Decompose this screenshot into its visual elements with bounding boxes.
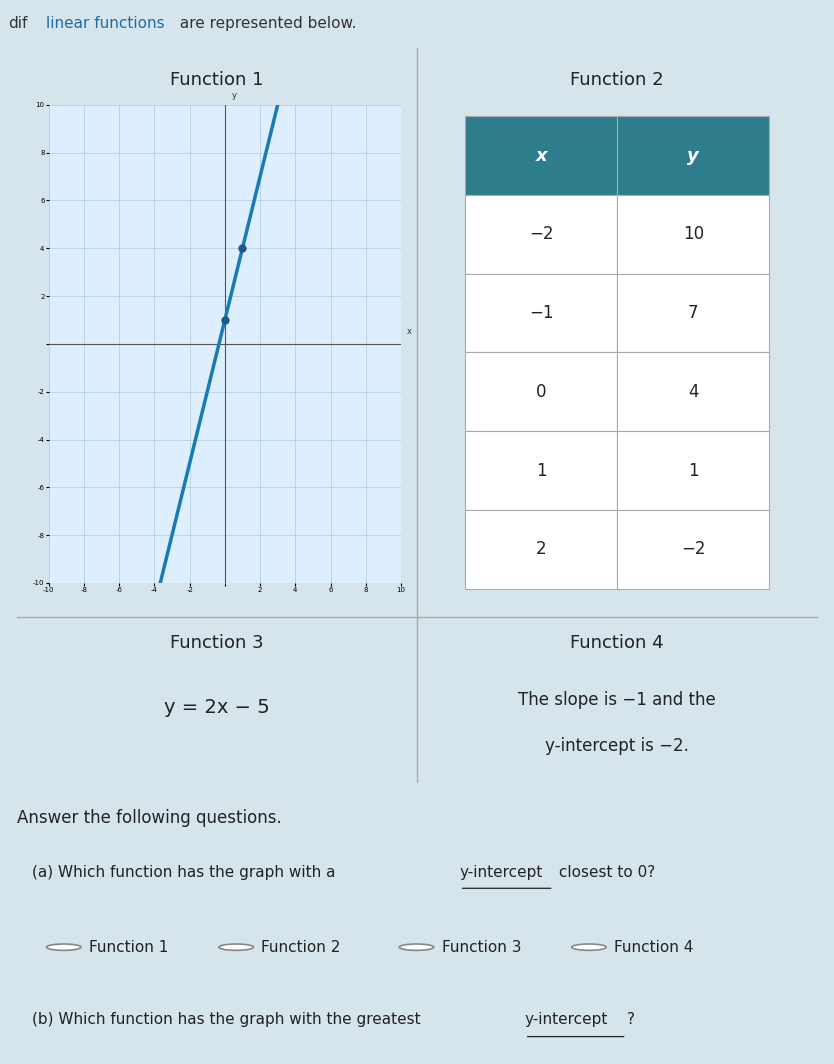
FancyBboxPatch shape (617, 195, 769, 273)
Circle shape (572, 944, 606, 950)
Text: The slope is −1 and the: The slope is −1 and the (518, 691, 716, 709)
FancyBboxPatch shape (465, 510, 617, 588)
Text: 0: 0 (536, 383, 546, 401)
Text: are represented below.: are represented below. (175, 16, 357, 32)
Text: Function 4: Function 4 (614, 940, 693, 954)
FancyBboxPatch shape (465, 431, 617, 510)
Text: 2: 2 (535, 541, 546, 559)
Text: 4: 4 (688, 383, 698, 401)
Text: 10: 10 (683, 226, 704, 244)
Text: Function 2: Function 2 (570, 70, 664, 88)
Text: (a) Which function has the graph with a: (a) Which function has the graph with a (33, 865, 341, 880)
Text: closest to 0?: closest to 0? (554, 865, 655, 880)
Text: Answer the following questions.: Answer the following questions. (17, 810, 281, 827)
Text: dif: dif (8, 16, 28, 32)
Text: Function 1: Function 1 (170, 70, 264, 88)
Text: Function 4: Function 4 (570, 633, 664, 651)
Text: 1: 1 (688, 462, 699, 480)
Text: Function 3: Function 3 (441, 940, 521, 954)
Text: y-intercept: y-intercept (525, 1012, 608, 1027)
FancyBboxPatch shape (465, 273, 617, 352)
Circle shape (399, 944, 434, 950)
Text: Function 2: Function 2 (261, 940, 340, 954)
FancyBboxPatch shape (617, 510, 769, 588)
Text: ?: ? (626, 1012, 635, 1027)
Text: y-intercept: y-intercept (460, 865, 543, 880)
Text: −1: −1 (529, 304, 553, 322)
FancyBboxPatch shape (465, 116, 617, 195)
Text: −2: −2 (681, 541, 706, 559)
FancyBboxPatch shape (465, 352, 617, 431)
Text: y: y (232, 90, 237, 100)
Text: (b) Which function has the graph with the greatest: (b) Which function has the graph with th… (33, 1012, 426, 1027)
Text: linear functions: linear functions (46, 16, 164, 32)
FancyBboxPatch shape (617, 431, 769, 510)
FancyBboxPatch shape (617, 116, 769, 195)
Circle shape (47, 944, 81, 950)
Text: y = 2x − 5: y = 2x − 5 (164, 698, 269, 717)
FancyBboxPatch shape (465, 195, 617, 273)
Text: x: x (406, 328, 411, 336)
Text: 7: 7 (688, 304, 698, 322)
Text: Function 3: Function 3 (170, 633, 264, 651)
FancyBboxPatch shape (617, 273, 769, 352)
Text: 1: 1 (535, 462, 546, 480)
Text: y-intercept is −2.: y-intercept is −2. (545, 736, 689, 754)
Text: y: y (687, 147, 699, 165)
Circle shape (219, 944, 254, 950)
Text: x: x (535, 147, 547, 165)
Text: −2: −2 (529, 226, 553, 244)
Text: Function 1: Function 1 (88, 940, 168, 954)
FancyBboxPatch shape (617, 352, 769, 431)
